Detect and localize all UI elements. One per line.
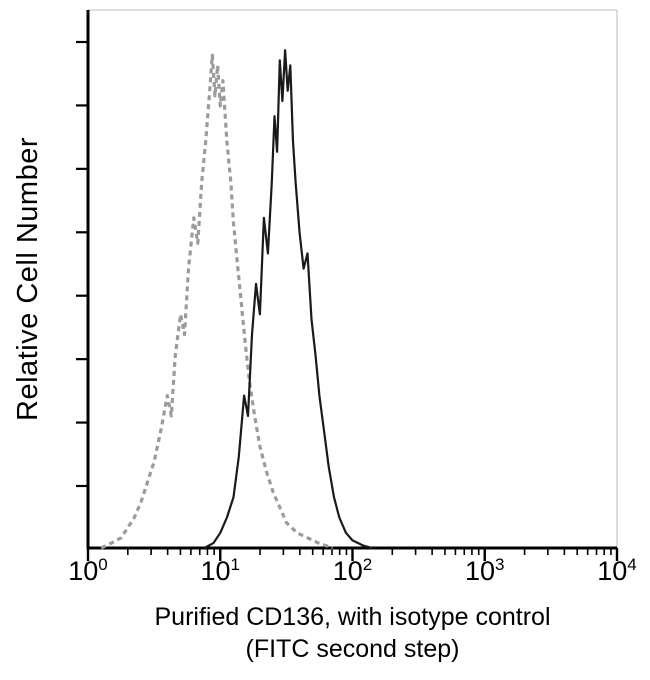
y-axis-label: Relative Cell Number (12, 137, 44, 421)
caption-line-2: (FITC second step) (245, 635, 460, 663)
x-tick-label-10e3: 103 (464, 555, 505, 586)
x-tick-label-10e0: 100 (68, 555, 108, 586)
x-tick-label-10e4: 104 (597, 555, 637, 586)
x-axis-caption: Purified CD136, with isotype control (FI… (88, 601, 617, 665)
x-tick-label-10e1: 101 (200, 555, 241, 586)
series-curve-isotype-control (100, 53, 334, 550)
x-tick-label-10e2: 102 (332, 555, 373, 586)
caption-line-1: Purified CD136, with isotype control (154, 603, 551, 631)
series-curve-cd136 (203, 49, 373, 550)
